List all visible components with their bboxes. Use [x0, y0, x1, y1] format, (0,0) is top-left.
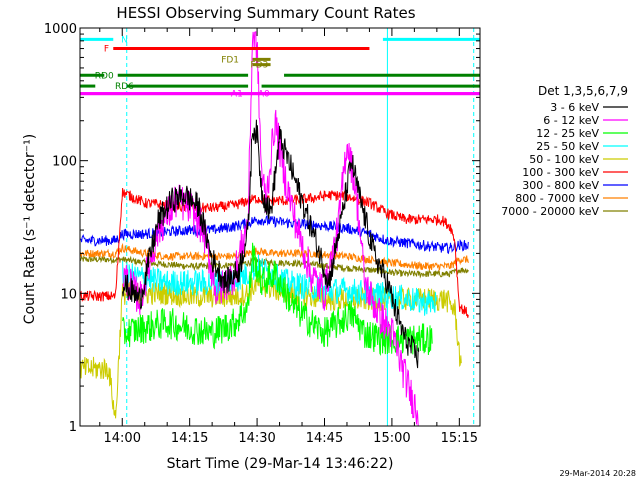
x-tick-label: 14:15 — [171, 431, 208, 446]
x-axis-label: Start Time (29-Mar-14 13:46:22) — [167, 456, 394, 472]
legend-label-1: 6 - 12 keV — [543, 114, 599, 127]
series-line-1 — [122, 31, 419, 426]
y-tick-label: 10 — [60, 287, 77, 302]
x-tick-label: 14:00 — [104, 431, 141, 446]
flag-label-fd1: FD1 — [221, 55, 239, 65]
legend-title: Det 1,3,5,6,7,9 — [538, 84, 628, 98]
legend-label-7: 800 - 7000 keV — [515, 192, 599, 205]
flag-label-f: F — [104, 45, 109, 55]
y-tick-label: 1000 — [44, 22, 77, 37]
footer-timestamp: 29-Mar-2014 20:28 — [560, 469, 637, 478]
flag-label-a0: A0 — [258, 90, 270, 100]
legend-label-0: 3 - 6 keV — [550, 101, 599, 114]
legend-label-5: 100 - 300 keV — [522, 166, 599, 179]
x-tick-label: 14:45 — [306, 431, 343, 446]
plot-content — [80, 28, 480, 426]
series-line-0 — [122, 119, 420, 369]
axes: 1 10 100 1000 14:00 14:15 14:30 14:45 15:00 15:15 — [44, 22, 481, 446]
y-tick-label: 100 — [52, 155, 77, 170]
legend-label-2: 12 - 25 keV — [536, 127, 599, 140]
x-tick-label: 15:15 — [441, 431, 478, 446]
flag-label-n: N — [121, 35, 128, 45]
x-tick-label: 15:00 — [373, 431, 410, 446]
y-axis-label: Count Rate (s⁻¹ detector⁻¹) — [22, 134, 38, 324]
series-line-6 — [80, 215, 469, 255]
flag-label-fd3: FD3 — [250, 61, 268, 71]
series-line-2 — [122, 242, 433, 356]
flag-label-rd0: RD0 — [95, 71, 114, 81]
legend-label-4: 50 - 100 keV — [529, 153, 599, 166]
chart-title: HESSI Observing Summary Count Rates — [116, 4, 415, 22]
y-tick-label: 1 — [69, 420, 77, 435]
x-tick-label: 14:30 — [238, 431, 275, 446]
flag-label-a1: A1 — [231, 90, 243, 100]
legend-label-8: 7000 - 20000 keV — [501, 205, 599, 218]
legend-label-6: 300 - 800 keV — [522, 179, 599, 192]
flag-label-rd6: RD6 — [115, 82, 134, 92]
series-line-5 — [80, 187, 469, 318]
series-line-7 — [80, 242, 469, 272]
legend-label-3: 25 - 50 keV — [536, 140, 599, 153]
